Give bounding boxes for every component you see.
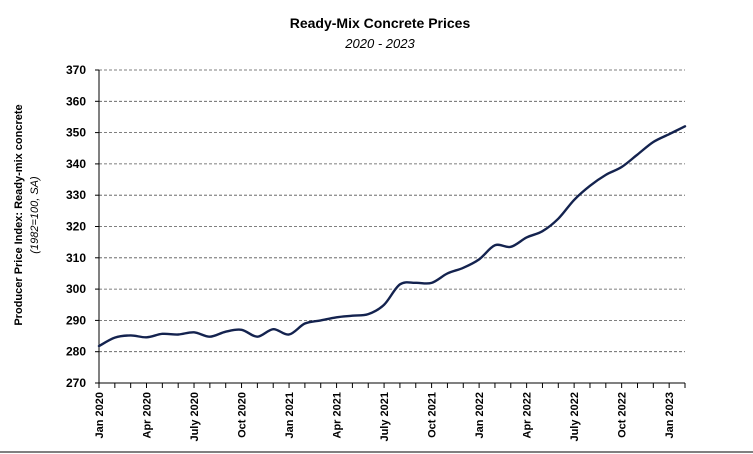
y-axis-label: Producer Price Index: Ready-mix concrete: [13, 104, 25, 325]
y-tick-label-350: 350: [66, 126, 86, 140]
x-tick-label-6: July 2021: [379, 392, 391, 442]
y-tick-label-330: 330: [66, 188, 86, 202]
chart-title: Ready-Mix Concrete Prices: [290, 15, 471, 31]
x-tick-label-1: Apr 2020: [142, 392, 154, 438]
chart-subtitle: 2020 - 2023: [344, 36, 415, 51]
x-tick-label-3: Oct 2020: [237, 392, 249, 438]
x-tick-label-4: Jan 2021: [284, 392, 296, 438]
y-tick-label-270: 270: [66, 376, 86, 390]
x-tick-label-11: Oct 2022: [617, 392, 629, 438]
x-tick-label-12: Jan 2023: [664, 392, 676, 438]
y-tick-label-300: 300: [66, 282, 86, 296]
y-tick-label-320: 320: [66, 220, 86, 234]
y-axis-label-group: Producer Price Index: Ready-mix concrete…: [13, 104, 41, 325]
y-tick-label-290: 290: [66, 313, 86, 327]
y-axis-sublabel: (1982=100, SA): [29, 176, 41, 254]
y-tick-label-360: 360: [66, 94, 86, 108]
y-tick-label-310: 310: [66, 251, 86, 265]
y-tick-label-370: 370: [66, 63, 86, 77]
x-tick-label-9: Apr 2022: [522, 392, 534, 438]
x-tick-label-7: Oct 2021: [427, 392, 439, 438]
x-tick-label-10: July 2022: [569, 392, 581, 442]
series-line-ppi: [97, 125, 687, 348]
x-tick-label-8: Jan 2022: [474, 392, 486, 438]
y-axis-ticks: 270 280 290 300 310 320 330 340 350 360 370: [66, 63, 99, 390]
y-tick-label-340: 340: [66, 157, 86, 171]
x-tick-label-0: Jan 2020: [94, 392, 106, 438]
y-tick-label-280: 280: [66, 345, 86, 359]
gridlines: [99, 69, 685, 353]
x-axis-ticks: Jan 2020 Apr 2020 July 2020 Oct 2020 Jan 202…: [94, 383, 686, 442]
x-tick-label-5: Apr 2021: [332, 392, 344, 438]
x-tick-label-2: July 2020: [189, 392, 201, 442]
